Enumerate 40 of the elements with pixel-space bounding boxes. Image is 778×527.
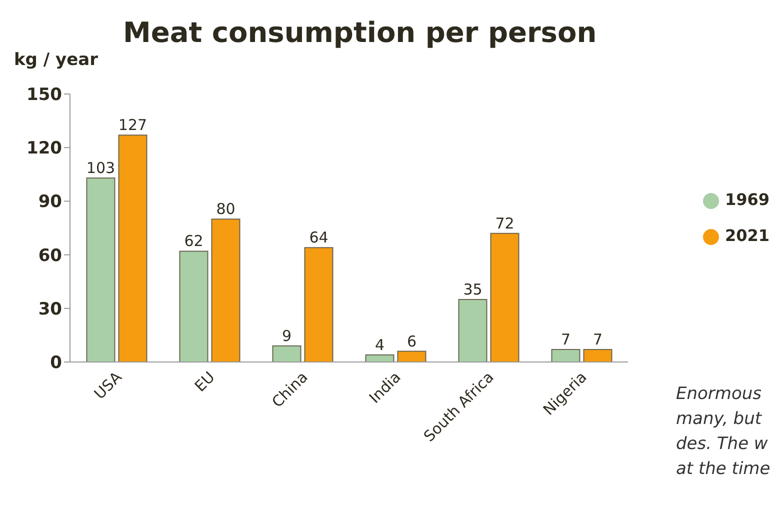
bar	[583, 348, 612, 362]
bar	[272, 345, 302, 362]
bar	[118, 134, 148, 362]
x-tick-label: USA	[90, 368, 126, 403]
data-label: 72	[495, 214, 514, 232]
data-label: 80	[216, 200, 236, 218]
bar	[86, 177, 116, 362]
legend-label: 2021	[725, 226, 770, 245]
y-tick-label: 0	[50, 353, 62, 374]
data-label: 103	[86, 158, 116, 177]
y-axis-title: kg / year	[14, 50, 98, 70]
bar	[397, 350, 426, 362]
text: many, but	[676, 408, 763, 431]
y-tick-label: 120	[26, 138, 62, 159]
x-tick-label: EU	[191, 368, 218, 396]
bar	[179, 250, 208, 362]
text: at the time	[676, 458, 770, 481]
data-label: 62	[184, 232, 204, 250]
y-tick-label: 30	[38, 299, 62, 320]
data-label: 6	[406, 332, 417, 350]
legend-label: 1969	[725, 190, 770, 209]
data-label: 64	[309, 228, 328, 247]
bar	[458, 298, 488, 362]
data-label: 35	[463, 280, 482, 298]
bar	[551, 348, 580, 362]
text: des. The w	[676, 433, 769, 456]
chart-title: Meat consumption per person	[123, 16, 597, 49]
data-label: 7	[560, 330, 571, 348]
data-label: 4	[374, 336, 385, 354]
text: Enormous	[676, 383, 762, 406]
bar	[490, 232, 520, 362]
bar	[304, 247, 334, 362]
y-tick-label: 60	[38, 246, 62, 266]
y-tick-label: 90	[38, 192, 62, 212]
data-label: 9	[282, 326, 292, 345]
bar	[365, 354, 394, 362]
y-tick-label: 150	[26, 85, 62, 106]
bar	[211, 218, 240, 362]
data-label: 127	[118, 116, 148, 134]
data-label: 7	[592, 330, 603, 348]
